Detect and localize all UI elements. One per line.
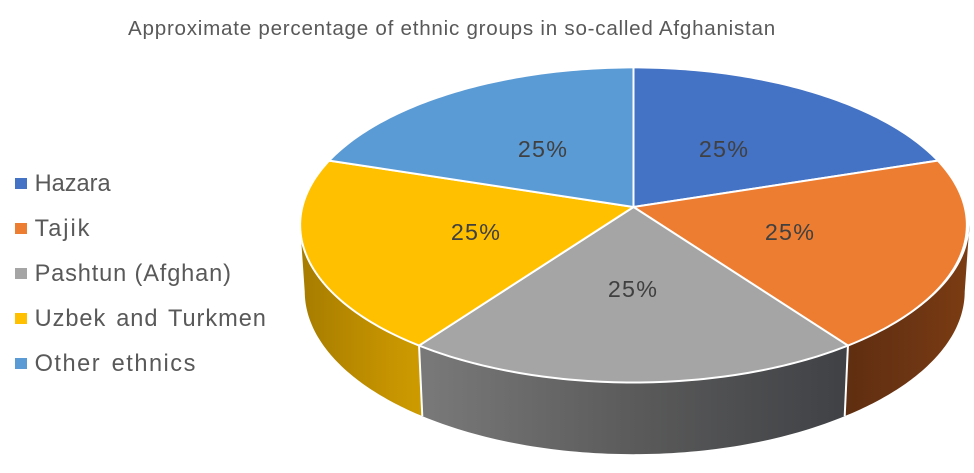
svg-text:25%: 25% [765,219,815,245]
svg-text:25%: 25% [451,219,501,245]
svg-text:25%: 25% [699,136,749,162]
svg-text:25%: 25% [608,276,658,302]
svg-text:25%: 25% [518,136,568,162]
